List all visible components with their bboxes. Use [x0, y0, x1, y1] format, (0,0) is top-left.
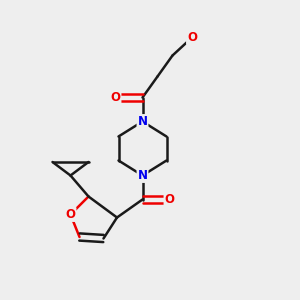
Text: O: O	[110, 91, 121, 104]
Text: O: O	[65, 208, 76, 221]
Text: N: N	[137, 115, 148, 128]
Text: N: N	[137, 169, 148, 182]
Text: O: O	[187, 31, 197, 44]
Text: O: O	[164, 193, 175, 206]
